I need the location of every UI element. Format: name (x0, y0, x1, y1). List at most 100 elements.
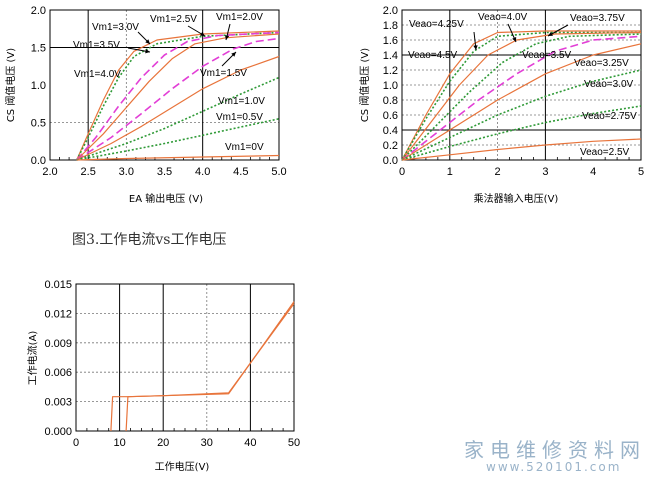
y-tick-label: 0.006 (44, 367, 72, 379)
y-axis-label: CS 阈值电压 (V) (358, 48, 371, 122)
curve-annotation: Veao=3.75V (570, 13, 625, 24)
chart-2: 0 1 2 3 4 5 0.0 0.2 0.4 0.6 0.8 1.0 1.2 1.4 1.6 1.8 2.0 乘… (358, 5, 644, 205)
annotation-arrow-head (145, 39, 150, 44)
series-line-1 (401, 30, 641, 161)
y-tick-label: 1.0 (383, 80, 398, 92)
curve-annotation: Vm1=1.0V (218, 96, 265, 107)
y-tick-label: 0.5 (31, 118, 46, 130)
x-axis-label: EA 输出电压 (V) (129, 192, 203, 205)
figure-caption: 图3.工作电流vs工作电压 (72, 232, 227, 248)
series-line-8 (76, 118, 280, 161)
chart-3: 0 10 20 30 40 50 0.000 0.003 0.006 0.009 0.012 0.01… (26, 279, 300, 473)
curve-annotation: Vm1=3.0V (92, 22, 139, 33)
y-tick-label: 2.0 (383, 5, 398, 17)
series-line-9 (76, 154, 280, 161)
curve-annotation: Vm1=0.5V (216, 112, 263, 123)
y-tick-label: 0.6 (383, 110, 398, 122)
x-tick-label: 10 (113, 437, 125, 449)
series-line-5 (76, 37, 280, 161)
curve-annotation: Vm1=2.0V (216, 12, 263, 23)
y-tick-label: 0.000 (44, 426, 72, 438)
chart-1: 2.0 2.5 3.0 3.5 4.0 4.5 5.0 0.0 0.5 1.0 1.5 2.0 EA 输… (4, 5, 287, 205)
x-axis-label: 乘法器输入电压(V) (474, 192, 559, 205)
annotation-arrow-head (548, 31, 553, 36)
series-line-6 (401, 43, 642, 161)
x-tick-label: 50 (288, 437, 300, 449)
x-tick-label: 5 (638, 166, 644, 178)
y-axis-label: 工作电流(A) (26, 331, 39, 386)
watermark-url: www.520101.com (486, 460, 622, 474)
y-tick-label: 0.8 (383, 95, 398, 107)
x-tick-label: 2 (495, 166, 501, 178)
annotation-arrow-head (145, 49, 150, 54)
plot-frame (49, 9, 280, 161)
series-line-4 (401, 33, 642, 161)
y-tick-label: 1.2 (383, 65, 398, 77)
curve-annotation: Veao=2.5V (580, 147, 630, 158)
x-tick-label: 20 (157, 437, 169, 449)
x-tick-label: 5.0 (271, 166, 286, 178)
y-tick-label: 0.4 (383, 125, 398, 137)
x-tick-label: 30 (201, 437, 213, 449)
x-axis-label: 工作电压(V) (155, 460, 210, 473)
curve-annotation: Vm1=0V (225, 142, 264, 153)
y-tick-label: 0.0 (31, 155, 46, 167)
curve-annotation: Vm1=1.5V (200, 68, 247, 79)
series-line-2 (125, 303, 295, 432)
series-line-9 (401, 138, 642, 161)
x-tick-label: 1 (447, 166, 453, 178)
curve-annotation: Vm1=3.5V (73, 40, 120, 51)
annotation-arrow-head (473, 45, 478, 50)
series-line-3 (401, 31, 642, 161)
x-tick-label: 4 (590, 166, 596, 178)
x-tick-label: 3 (542, 166, 548, 178)
series-line-5 (401, 35, 642, 161)
curve-annotation: Veao=3.5V (522, 50, 572, 61)
y-axis-label: CS 阈值电压 (V) (4, 48, 17, 122)
x-tick-label: 0 (73, 437, 79, 449)
annotation-arrow-head (231, 52, 236, 57)
annotation-arrow-head (224, 35, 230, 40)
y-tick-label: 1.5 (31, 43, 46, 55)
x-tick-label: 4.5 (233, 166, 248, 178)
y-tick-label: 0.0 (383, 155, 398, 167)
x-tick-label: 0 (399, 166, 405, 178)
series-line-6 (76, 55, 280, 161)
series-line-7 (401, 69, 642, 161)
x-tick-label: 4.0 (195, 166, 210, 178)
curve-annotation: Vm1=2.5V (150, 14, 197, 25)
x-tick-label: 3.0 (119, 166, 134, 178)
series-line-8 (401, 105, 642, 161)
annotation-arrow-head (512, 37, 517, 42)
annotation-arrow-head (200, 31, 205, 36)
curve-annotation: Vm1=4.0V (74, 69, 121, 80)
y-tick-label: 1.0 (31, 80, 46, 92)
curve-annotation: Veao=4.25V (409, 19, 464, 30)
series-line-2 (75, 31, 280, 161)
y-tick-label: 0.003 (44, 397, 72, 409)
curve-annotation: Veao=3.0V (584, 79, 634, 90)
watermark-title: 家电维修资料网 (464, 438, 646, 462)
x-tick-label: 2.5 (81, 166, 96, 178)
plot-frame (75, 283, 295, 432)
series-line-4 (76, 33, 280, 161)
x-tick-label: 40 (244, 437, 256, 449)
y-tick-label: 2.0 (31, 5, 46, 17)
y-tick-label: 1.4 (383, 50, 398, 62)
series-line-3 (76, 31, 280, 161)
y-tick-label: 0.2 (383, 140, 398, 152)
curve-annotation: Veao=4.5V (408, 50, 458, 61)
series-line-1 (76, 30, 280, 161)
y-tick-label: 0.012 (44, 308, 72, 320)
series-line-1 (110, 301, 295, 432)
curve-annotation: Veao=4.0V (478, 12, 528, 23)
curve-annotation: Veao=2.75V (582, 111, 637, 122)
curve-annotation: Veao=3.25V (574, 58, 629, 69)
y-tick-label: 1.8 (383, 20, 398, 32)
y-tick-label: 1.6 (383, 35, 398, 47)
y-tick-label: 0.009 (44, 338, 72, 350)
x-tick-label: 2.0 (42, 166, 57, 178)
x-tick-label: 3.5 (157, 166, 172, 178)
y-tick-label: 0.015 (44, 279, 72, 291)
